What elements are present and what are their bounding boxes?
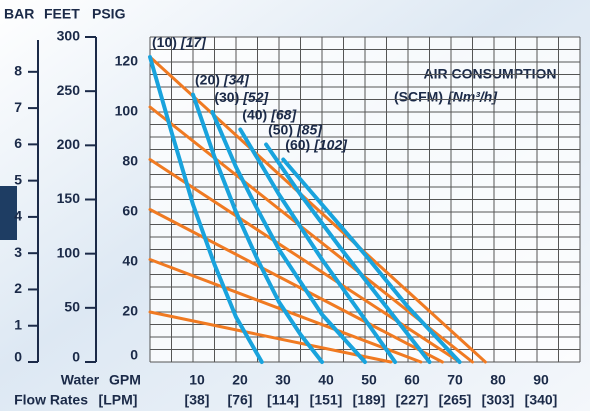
bar-tick-label: 7 (14, 99, 22, 115)
series-label-metric: [52] (242, 89, 269, 105)
series-label-scfm: (60) (285, 136, 310, 152)
x-tick-label: 10 (189, 372, 205, 388)
x-tick-label: 90 (533, 372, 549, 388)
x-tick-label-metric: [189] (353, 392, 386, 408)
feet-tick-label: 200 (57, 136, 81, 152)
bar-tick-label: 0 (14, 349, 22, 365)
y-tick-label: 20 (122, 303, 138, 319)
series-label: (10) [17] (152, 34, 207, 50)
psig-header: PSIG (92, 6, 126, 22)
series-label-metric: [102] (313, 136, 348, 152)
x-tick-label: 70 (447, 372, 463, 388)
series-line (210, 110, 367, 364)
x-tick-label: 50 (361, 372, 377, 388)
bar-tick-label: 2 (14, 280, 22, 296)
x-tick-label: 80 (490, 372, 506, 388)
decor-block (0, 186, 17, 240)
series-label-scfm: (50) (268, 121, 293, 137)
series-label-metric: [85] (296, 121, 323, 137)
bar-tick-label: 8 (14, 63, 22, 79)
x-tick-label-metric: [265] (439, 392, 472, 408)
bar-tick-label: 1 (14, 316, 22, 332)
series-line (148, 208, 444, 364)
series-line (191, 92, 324, 364)
y-tick-label: 0 (130, 347, 138, 363)
series-line (281, 157, 462, 364)
y-tick-label: 40 (122, 253, 138, 269)
feet-tick-label: 0 (72, 349, 80, 365)
x-tick-label-metric: [227] (396, 392, 429, 408)
x-tick-label: 20 (232, 372, 248, 388)
x-tick-label-metric: [114] (267, 392, 299, 408)
x-unit-metric: [LPM] (99, 392, 138, 408)
series-label: (40) [68] (242, 106, 297, 122)
series-label: (50) [85] (268, 121, 323, 137)
feet-tick-label: 50 (64, 299, 80, 315)
x-tick-label-metric: [303] (482, 392, 515, 408)
series-label-scfm: (20) (195, 71, 220, 87)
y-tick-label: 100 (115, 103, 139, 119)
annotation-title: AIR CONSUMPTION (424, 66, 557, 82)
x-tick-label: 60 (404, 372, 420, 388)
feet-header: FEET (44, 6, 80, 22)
bar-tick-label: 5 (14, 171, 22, 187)
x-tick-label-metric: [38] (185, 392, 210, 408)
x-tick-label: 40 (318, 372, 334, 388)
feet-tick-label: 150 (57, 190, 81, 206)
x-unit: GPM (109, 372, 141, 388)
series-label-scfm: (30) (214, 89, 239, 105)
series-line (148, 55, 264, 364)
series-label-scfm: (40) (242, 106, 267, 122)
feet-tick-label: 250 (57, 82, 81, 98)
series-line (264, 142, 432, 364)
bar-tick-label: 4 (14, 208, 22, 224)
feet-tick-label: 300 (57, 28, 81, 44)
x-tick-label: 30 (275, 372, 291, 388)
annotation-unit: (SCFM) (394, 89, 443, 105)
x-tick-label-metric: [76] (228, 392, 253, 408)
y-tick-label: 120 (115, 53, 139, 69)
series-line (148, 55, 487, 364)
series-label-metric: [17] (180, 34, 207, 50)
series-line (238, 127, 398, 364)
series-label-metric: [68] (270, 106, 297, 122)
bar-tick-label: 3 (14, 244, 22, 260)
y-tick-label: 60 (122, 203, 138, 219)
x-label: Flow Rates (14, 392, 88, 408)
bar-tick-label: 6 (14, 135, 22, 151)
series-label: (20) [34] (195, 71, 250, 87)
series-line (148, 310, 393, 364)
x-label: Water (61, 372, 100, 388)
series-label-scfm: (10) (152, 34, 177, 50)
series-label: (60) [102] (285, 136, 348, 152)
series-label-metric: [34] (223, 71, 250, 87)
bar-header: BAR (4, 6, 34, 22)
series-line (148, 158, 462, 364)
x-tick-label-metric: [151] (310, 392, 343, 408)
series-label: (30) [52] (214, 89, 269, 105)
y-tick-label: 80 (122, 153, 138, 169)
x-tick-label-metric: [340] (525, 392, 558, 408)
feet-tick-label: 100 (57, 244, 81, 260)
